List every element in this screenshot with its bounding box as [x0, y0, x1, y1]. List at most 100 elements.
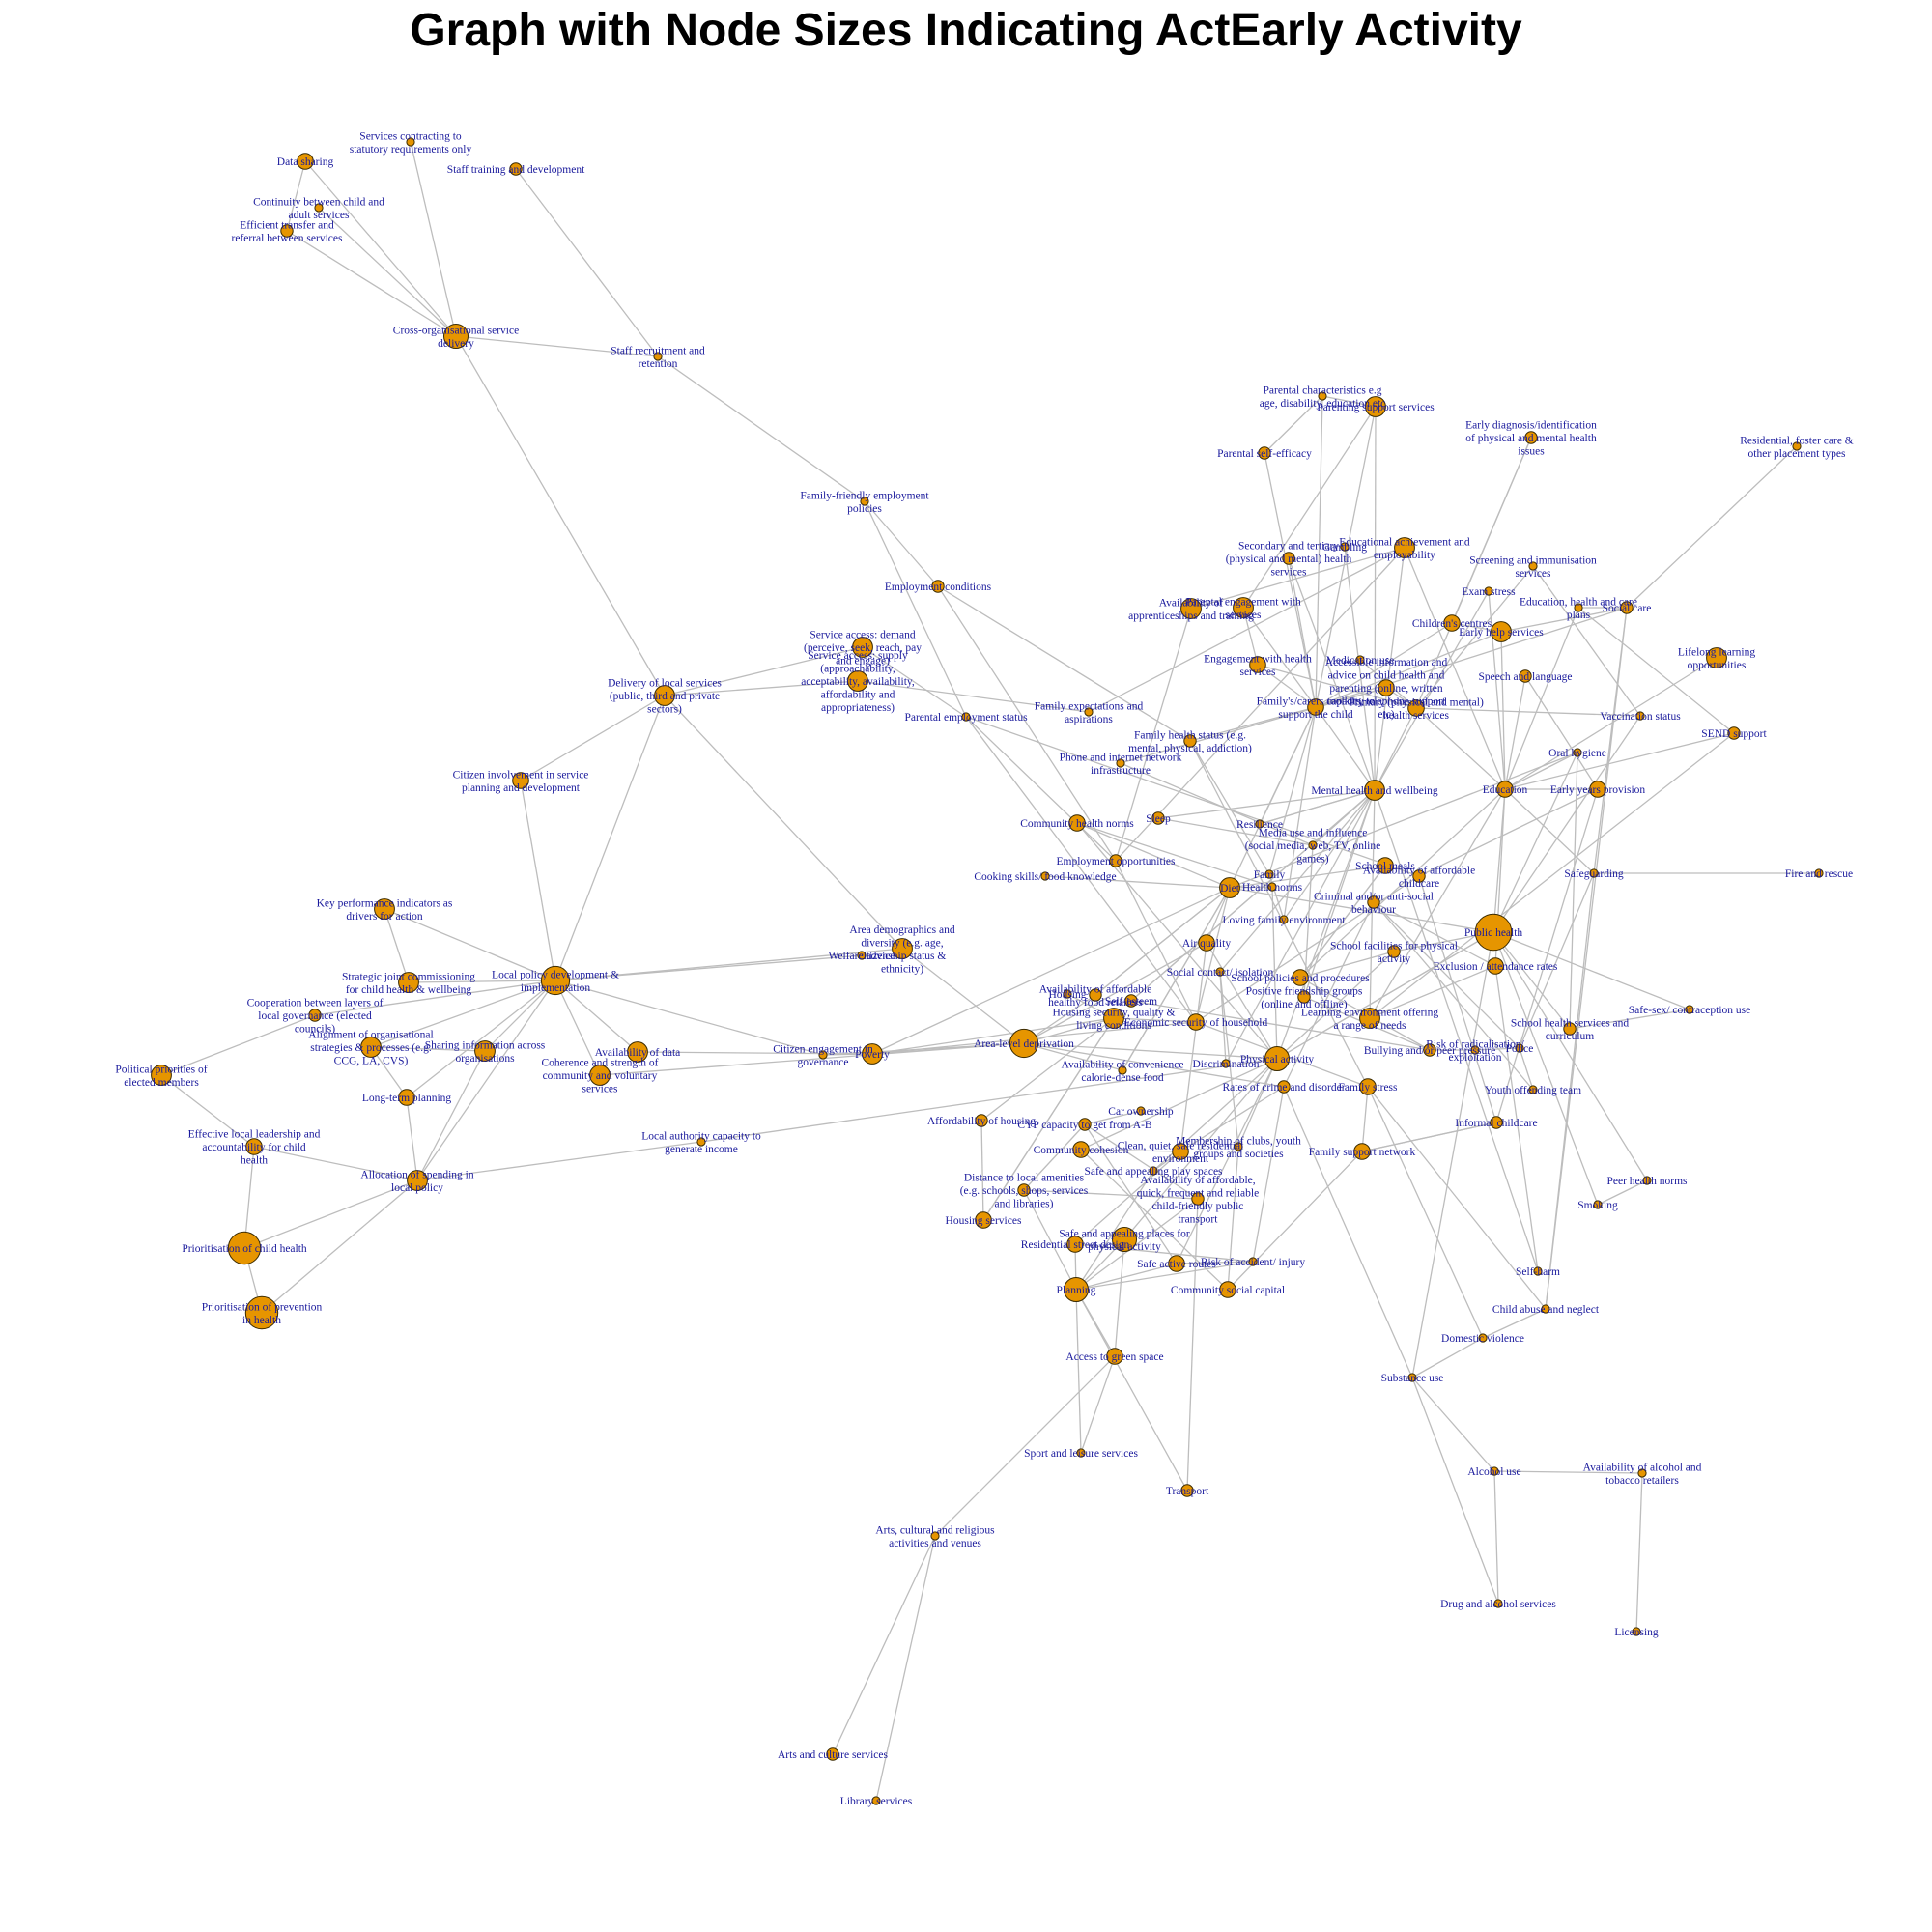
node-smok[interactable] — [1593, 1200, 1603, 1209]
node-ffemp[interactable] — [860, 497, 869, 506]
node-police[interactable] — [1515, 1043, 1524, 1053]
node-resdes[interactable] — [1066, 1236, 1084, 1253]
node-availaff[interactable] — [1089, 988, 1102, 1002]
node-eyears[interactable] — [1589, 781, 1606, 798]
node-efflead[interactable] — [245, 1138, 263, 1155]
node-green[interactable] — [1106, 1348, 1123, 1365]
node-physact[interactable] — [1264, 1046, 1290, 1071]
node-sport[interactable] — [1076, 1448, 1086, 1458]
node-engh[interactable] — [1249, 656, 1266, 673]
node-commsc[interactable] — [1219, 1281, 1236, 1298]
node-clean[interactable] — [1172, 1143, 1189, 1160]
node-carown[interactable] — [1136, 1106, 1146, 1116]
node-discr[interactable] — [1221, 1059, 1231, 1068]
node-member[interactable] — [1234, 1142, 1243, 1151]
node-welf[interactable] — [857, 951, 867, 960]
node-abuse[interactable] — [1541, 1304, 1550, 1314]
node-cont[interactable] — [314, 203, 324, 213]
node-bully[interactable] — [1423, 1043, 1436, 1057]
node-speech[interactable] — [1519, 669, 1532, 683]
node-peer[interactable] — [1642, 1176, 1652, 1185]
node-acc[interactable] — [1378, 679, 1395, 696]
node-coher[interactable] — [589, 1065, 611, 1086]
node-domv[interactable] — [1478, 1333, 1488, 1343]
node-safesex[interactable] — [1685, 1005, 1694, 1014]
node-areademo[interactable] — [892, 938, 913, 959]
node-scrn[interactable] — [1528, 561, 1538, 571]
node-sacd[interactable] — [852, 637, 873, 658]
node-subs[interactable] — [1407, 1373, 1417, 1382]
node-citeng[interactable] — [818, 1050, 828, 1060]
node-crim[interactable] — [1367, 895, 1380, 909]
node-hsec[interactable] — [1103, 1008, 1124, 1029]
node-sacs[interactable] — [847, 670, 868, 692]
node-excl[interactable] — [1487, 957, 1504, 975]
node-hous[interactable] — [1063, 989, 1072, 999]
node-educ[interactable] — [1496, 781, 1514, 798]
node-diet[interactable] — [1219, 877, 1240, 898]
node-family[interactable] — [1264, 869, 1274, 879]
node-appr[interactable] — [1180, 598, 1202, 619]
node-child[interactable] — [1443, 614, 1461, 632]
node-artsc[interactable] — [826, 1747, 839, 1761]
node-cypcap[interactable] — [1078, 1118, 1092, 1131]
node-socc[interactable] — [1620, 601, 1634, 614]
node-convfood[interactable] — [1118, 1065, 1127, 1075]
node-pself[interactable] — [1258, 446, 1271, 460]
node-affh[interactable] — [975, 1114, 988, 1127]
node-alloc[interactable] — [407, 1170, 428, 1191]
node-sec[interactable] — [1282, 552, 1295, 565]
node-plan[interactable] — [1064, 1277, 1089, 1302]
node-psupp[interactable] — [1365, 396, 1386, 417]
node-lpd[interactable] — [540, 965, 571, 996]
node-polpri[interactable] — [151, 1065, 172, 1086]
node-ehelp[interactable] — [1491, 621, 1512, 642]
node-align[interactable] — [360, 1037, 382, 1058]
node-media[interactable] — [1308, 840, 1318, 850]
node-lib[interactable] — [871, 1796, 881, 1805]
node-ltp[interactable] — [398, 1089, 415, 1106]
node-resf[interactable] — [1792, 441, 1802, 451]
node-alcav[interactable] — [1637, 1468, 1647, 1478]
node-edi[interactable] — [1524, 431, 1538, 444]
node-sleep[interactable] — [1151, 811, 1165, 825]
node-transav[interactable] — [1191, 1192, 1205, 1206]
node-spol[interactable] — [1292, 969, 1309, 986]
node-chn[interactable] — [1068, 814, 1086, 832]
node-empc[interactable] — [931, 580, 945, 593]
node-famstr[interactable] — [1359, 1078, 1377, 1095]
node-dist[interactable] — [1017, 1183, 1031, 1197]
node-pemp[interactable] — [961, 712, 971, 722]
node-sapp2[interactable] — [1112, 1227, 1137, 1252]
node-deliv[interactable] — [654, 685, 675, 706]
node-ehcp[interactable] — [1574, 603, 1583, 612]
node-prim[interactable] — [1407, 699, 1425, 717]
node-yot[interactable] — [1528, 1085, 1538, 1094]
node-empo[interactable] — [1109, 854, 1122, 867]
node-stdev[interactable] — [509, 162, 523, 176]
node-socconn[interactable] — [1215, 967, 1225, 977]
node-saffr[interactable] — [1168, 1255, 1185, 1272]
node-sctr[interactable] — [406, 137, 415, 147]
node-smeals[interactable] — [1377, 857, 1394, 874]
node-crime[interactable] — [1277, 1080, 1291, 1094]
node-commcoh[interactable] — [1072, 1141, 1090, 1158]
node-eduach[interactable] — [1394, 537, 1415, 558]
node-famexp[interactable] — [1084, 707, 1094, 717]
node-famhs[interactable] — [1183, 734, 1197, 748]
node-pov[interactable] — [862, 1043, 883, 1065]
node-shinfo[interactable] — [474, 1040, 496, 1062]
node-oral[interactable] — [1573, 748, 1582, 757]
node-arts[interactable] — [930, 1531, 940, 1541]
node-citinv[interactable] — [512, 772, 529, 789]
node-famc[interactable] — [1307, 698, 1324, 716]
node-houss[interactable] — [975, 1211, 992, 1229]
node-learn[interactable] — [1359, 1008, 1380, 1029]
node-afch[interactable] — [1412, 869, 1426, 883]
node-transp[interactable] — [1180, 1484, 1194, 1497]
node-mhw[interactable] — [1364, 780, 1385, 801]
node-send[interactable] — [1727, 726, 1741, 740]
node-riskacc[interactable] — [1248, 1257, 1258, 1266]
node-vacc[interactable] — [1635, 711, 1645, 721]
node-resil[interactable] — [1255, 819, 1264, 829]
